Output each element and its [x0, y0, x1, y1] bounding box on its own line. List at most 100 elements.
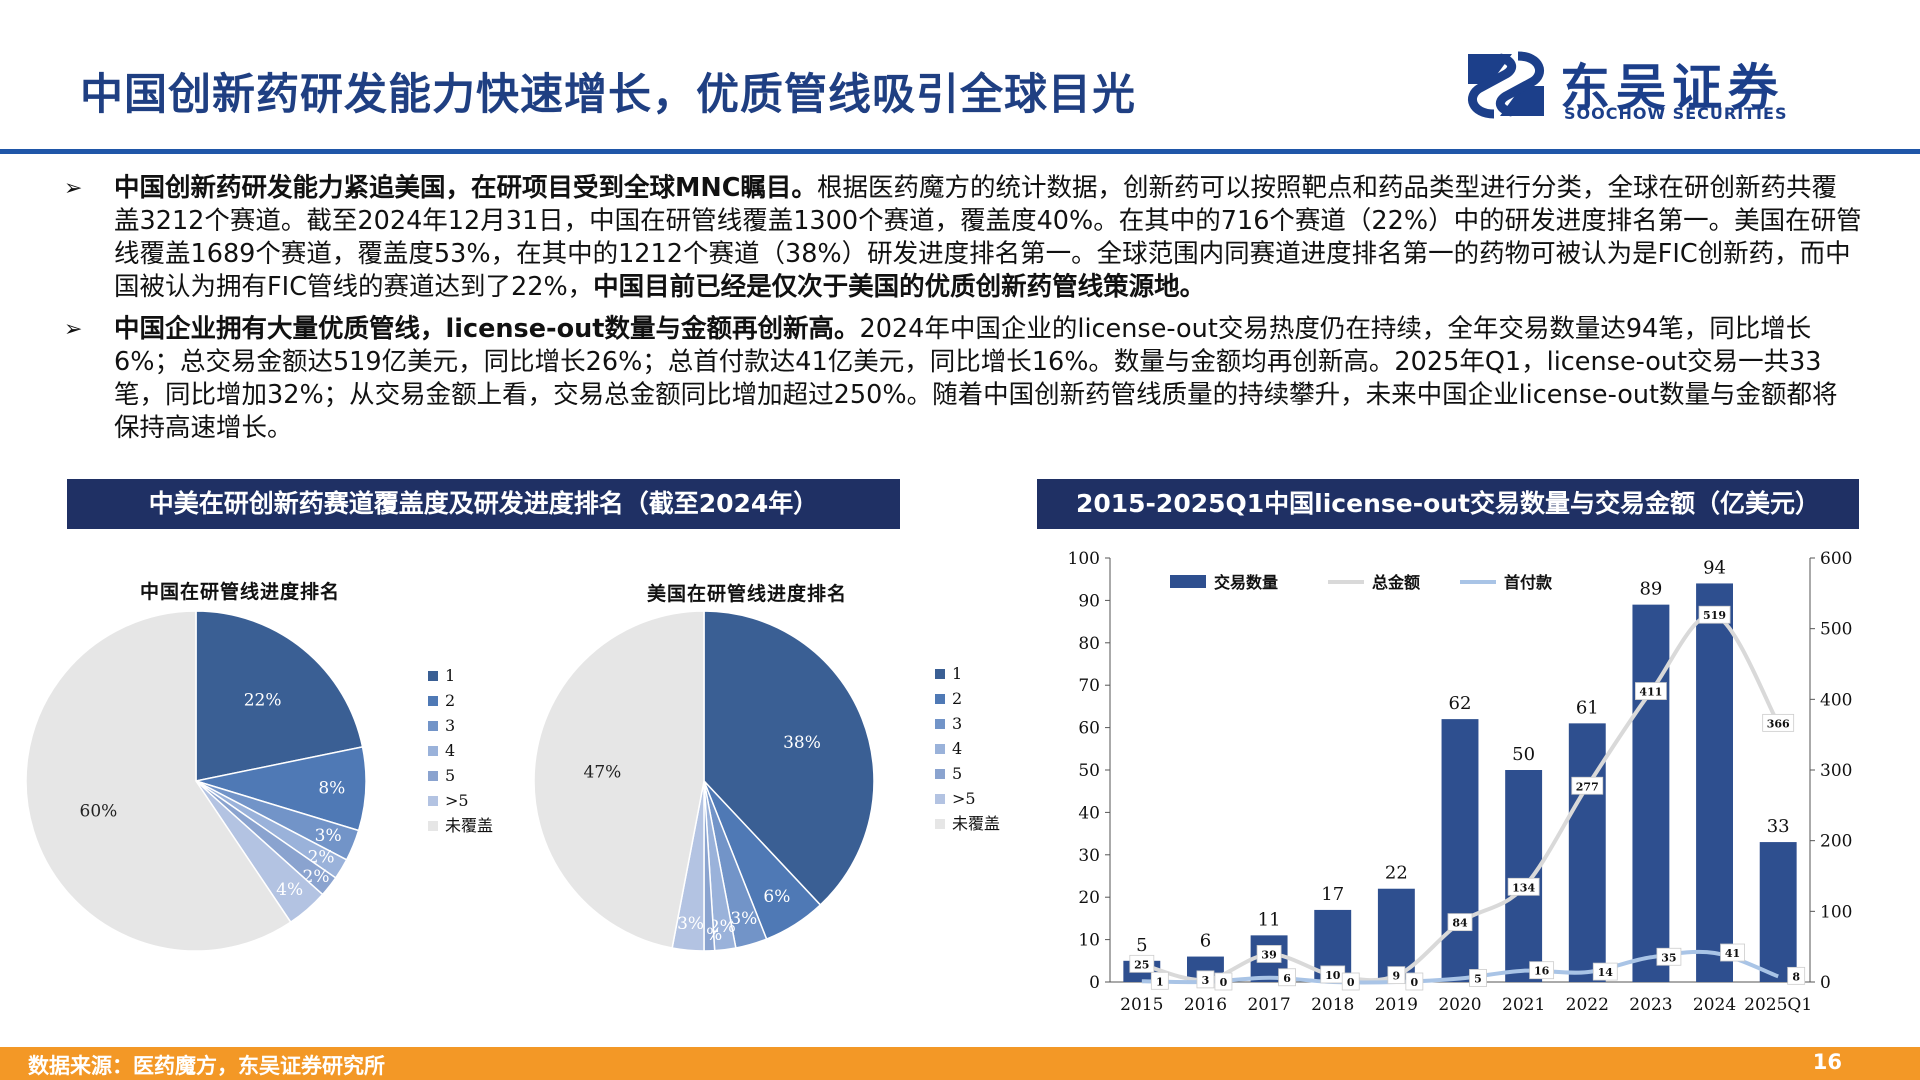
- y-tick-label-left: 10: [1078, 931, 1100, 951]
- pie-slice-label: 38%: [783, 733, 821, 753]
- bar: [1759, 842, 1797, 982]
- line-label-box: [1405, 972, 1424, 991]
- line-label-box: [1447, 913, 1473, 932]
- line-value-label: 0: [1220, 976, 1228, 989]
- y-tick-label-left: 20: [1078, 888, 1100, 908]
- x-tick-label: 2024: [1693, 995, 1736, 1015]
- line-value-label: 35: [1661, 951, 1676, 964]
- bar-value-label: 89: [1639, 579, 1662, 600]
- x-tick-label: 2023: [1629, 995, 1672, 1015]
- line-label-box: [1278, 968, 1296, 987]
- legend-swatch: [428, 696, 438, 706]
- y-tick-label-right: 100: [1820, 902, 1852, 922]
- legend-label: 1: [952, 664, 963, 683]
- pie-slice: [25, 610, 292, 952]
- line-value-label: 411: [1639, 686, 1662, 699]
- pie-slice: [533, 610, 705, 949]
- x-tick-label: 2017: [1247, 995, 1290, 1015]
- legend-label: 未覆盖: [445, 816, 494, 835]
- line-value-label: 519: [1703, 609, 1726, 622]
- line-label-box: [1469, 969, 1487, 987]
- bullet-list: ➢ 中国创新药研发能力紧追美国，在研项目受到全球MNC瞩目。根据医药魔方的统计数…: [62, 172, 1862, 454]
- legend-swatch: [428, 821, 438, 831]
- x-tick-label: 2019: [1375, 995, 1418, 1015]
- legend-swatch: [935, 669, 945, 679]
- legend-item: >5: [428, 790, 469, 812]
- line-value-label: 8: [1792, 970, 1800, 983]
- line-value-label: 0: [1411, 976, 1419, 989]
- bar-value-label: 17: [1321, 884, 1344, 905]
- pie-china-title: 中国在研管线进度排名: [140, 581, 341, 603]
- legend-item: >5: [935, 788, 976, 810]
- bullet-item: ➢ 中国创新药研发能力紧追美国，在研项目受到全球MNC瞩目。根据医药魔方的统计数…: [62, 172, 1862, 304]
- legend-label: 2: [952, 689, 963, 708]
- bar-value-label: 6: [1200, 931, 1211, 952]
- line-label-box: [1341, 972, 1360, 991]
- line-label-box: [1787, 966, 1806, 985]
- pie-chart-china: 22%8%3%2%2%4%60%: [25, 610, 367, 952]
- legend-swatch: [428, 771, 438, 781]
- arrow-right-icon: ➢: [64, 317, 83, 342]
- pie-slice-label: 47%: [584, 762, 622, 782]
- bullet-body: 2024年中国企业的license-out交易热度仍在持续，全年交易数量达94笔…: [114, 314, 1838, 443]
- y-tick-label-left: 0: [1089, 973, 1100, 993]
- y-tick-label-right: 300: [1820, 761, 1852, 781]
- x-tick-label: 2025Q1: [1744, 995, 1812, 1015]
- line-label-box: [1150, 971, 1169, 990]
- x-tick-label: 2016: [1184, 995, 1227, 1015]
- legend-label: 4: [952, 739, 963, 758]
- pie-us-title: 美国在研管线进度排名: [647, 583, 848, 605]
- bullet-tail: 中国目前已经是仅次于美国的优质创新药管线策源地。: [593, 272, 1206, 302]
- pie-chart-us: 38%6%3%2%1%3%47%: [533, 610, 875, 952]
- legend-item: 3: [428, 715, 455, 737]
- legend-label: >5: [952, 789, 976, 808]
- x-tick-label: 2018: [1311, 995, 1354, 1015]
- pie-slice-label: 3%: [677, 914, 704, 934]
- page-title: 中国创新药研发能力快速增长，优质管线吸引全球目光: [80, 70, 1136, 120]
- legend-label: 总金额: [1372, 573, 1420, 592]
- legend-item: 2: [428, 690, 455, 712]
- line-value-label: 9: [1393, 970, 1401, 983]
- bar: [1632, 604, 1670, 982]
- legend-swatch: [1170, 575, 1206, 588]
- bar-value-label: 94: [1703, 557, 1726, 578]
- bullet-lead: 中国企业拥有大量优质管线，license-out数量与金额再创新高。: [114, 314, 860, 344]
- legend-item: 4: [935, 738, 962, 760]
- pie-slice-label: 8%: [318, 778, 345, 798]
- legend-label: 未覆盖: [952, 814, 1001, 833]
- legend-label: 2: [445, 691, 456, 710]
- bar-section-header: 2015-2025Q1中国license-out交易数量与交易金额（亿美元）: [1037, 479, 1859, 529]
- legend-swatch: [428, 721, 438, 731]
- line-value-label: 134: [1512, 881, 1535, 894]
- logo-english-text: SOOCHOW SECURITIES: [1564, 104, 1788, 123]
- line-value-label: 0: [1347, 976, 1355, 989]
- soochow-logo-icon: [1468, 51, 1544, 119]
- legend-label: 1: [445, 666, 456, 685]
- bullet-item: ➢ 中国企业拥有大量优质管线，license-out数量与金额再创新高。2024…: [62, 313, 1862, 445]
- line-value-label: 3: [1202, 974, 1210, 987]
- bar-value-label: 5: [1136, 935, 1147, 956]
- legend-swatch: [935, 769, 945, 779]
- y-tick-label-left: 70: [1078, 676, 1100, 696]
- legend-item: 未覆盖: [428, 815, 493, 837]
- legend-item: 3: [935, 713, 962, 735]
- pie-slice-label: 22%: [244, 690, 282, 710]
- legend-label: 交易数量: [1214, 573, 1278, 592]
- pie-section-header: 中美在研创新药赛道覆盖度及研发进度排名（截至2024年）: [67, 479, 900, 529]
- legend-swatch: [935, 744, 945, 754]
- line-label-box: [1656, 947, 1682, 966]
- bar-value-label: 11: [1258, 909, 1281, 930]
- line-value-label: 84: [1452, 917, 1468, 930]
- legend-item: 5: [935, 763, 962, 785]
- legend-item: 4: [428, 740, 455, 762]
- line-label-box: [1507, 877, 1540, 896]
- line-label-box: [1256, 945, 1282, 963]
- bar-value-label: 62: [1449, 693, 1472, 714]
- legend-label: 5: [952, 764, 963, 783]
- line-label-box: [1196, 970, 1215, 989]
- legend-swatch: [428, 796, 438, 806]
- pie-slice-label: 3%: [315, 826, 342, 846]
- pie-slice: [195, 610, 364, 782]
- legend-item: 5: [428, 765, 455, 787]
- y-tick-label-right: 400: [1820, 690, 1852, 710]
